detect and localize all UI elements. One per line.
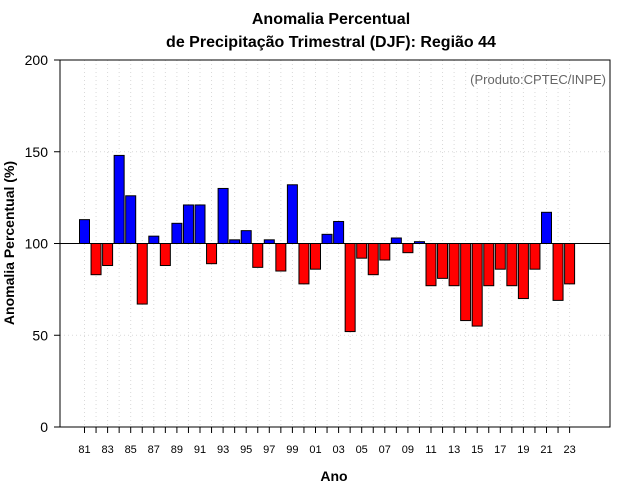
bar-05 [356,243,368,259]
x-tick-label: 83 [101,444,113,456]
x-axis: 81 83 85 87 89 91 93 95 97 99 01 03 05 07 09 11 13 15 17 19… [78,427,576,456]
bar-96 [252,243,264,268]
x-tick-label: 23 [563,444,575,456]
bar-97 [263,239,275,245]
bar-83 [102,243,114,267]
bar-84 [113,154,125,244]
x-tick-label: 07 [379,444,391,456]
chart-title-line2: de Precipitação Trimestral (DJF): Região… [166,34,496,51]
x-tick-label: 89 [171,444,183,456]
x-axis-label: Ano [320,468,347,484]
bar-99 [286,184,298,244]
x-tick-label: 17 [494,444,506,456]
bar-17 [494,243,506,270]
bar-15 [471,243,483,327]
bar-01 [310,243,321,270]
x-tick-label: 15 [471,444,483,456]
y-axis: 0 50 100 150 200 [25,52,60,435]
bar-02 [321,233,333,244]
x-tick-label: 05 [356,444,368,456]
bar-90 [182,204,194,244]
bar-23 [564,243,576,285]
x-tick-label: 11 [425,444,436,456]
x-tick-label: 81 [78,444,90,456]
x-tick-label: 19 [517,444,529,456]
bar-07 [379,243,391,261]
bar-98 [275,243,287,272]
bar-89 [171,222,183,245]
x-tick-label: 97 [263,444,275,456]
bar-95 [240,230,252,244]
bar-16 [483,243,495,287]
bar-20 [529,243,541,270]
bar-04 [344,243,356,333]
x-tick-label: 93 [217,444,229,456]
bar-14 [460,243,472,322]
bar-18 [506,243,518,287]
bar-03 [333,220,345,244]
y-tick-label: 100 [25,236,49,252]
credit-text: (Produto:CPTEC/INPE) [470,72,606,87]
y-axis-label: Anomalia Percentual (%) [1,161,17,325]
bar-81 [79,219,90,245]
bar-13 [448,243,460,287]
x-tick-label: 85 [125,444,137,456]
x-tick-label: 91 [194,444,206,456]
y-tick-label: 150 [25,144,49,160]
bar-87 [148,235,160,245]
x-tick-label: 87 [148,444,160,456]
bar-06 [367,243,379,276]
x-tick-label: 01 [309,444,321,456]
y-tick-label: 200 [25,52,49,68]
bar-09 [402,243,414,254]
chart-title-line1: Anomalia Percentual [252,11,410,28]
bar-93 [217,187,229,244]
bars [79,154,576,333]
x-tick-label: 03 [332,444,344,456]
x-tick-label: 95 [240,444,252,456]
bar-91 [194,204,206,244]
x-tick-label: 09 [402,444,414,456]
bar-19 [517,243,529,300]
bar-94 [229,239,241,245]
bar-85 [125,195,137,244]
y-tick-label: 0 [40,419,48,435]
bar-92 [206,243,218,265]
bar-11 [425,243,437,287]
bar-88 [159,243,171,267]
bar-22 [552,243,564,301]
bar-86 [136,243,148,305]
x-tick-label: 13 [448,444,460,456]
bar-21 [541,211,552,244]
y-tick-label: 50 [32,327,48,343]
bar-12 [437,243,449,279]
bar-00 [298,243,310,285]
bar-82 [90,243,102,276]
x-tick-label: 99 [286,444,298,456]
bar-08 [390,237,402,244]
x-tick-label: 21 [540,444,552,456]
